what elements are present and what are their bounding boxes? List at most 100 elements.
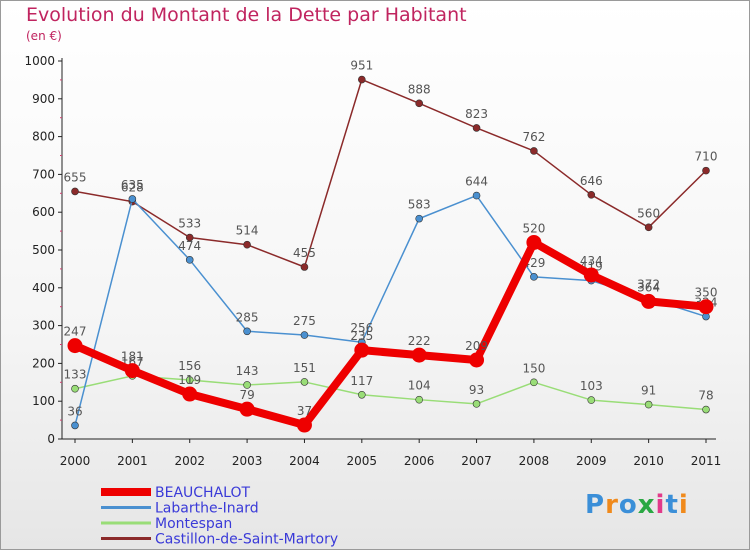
data-label: 78: [698, 389, 713, 403]
data-point: [644, 223, 653, 232]
data-point: [300, 331, 309, 339]
data-label: 37: [297, 404, 312, 418]
series-line: [74, 78, 707, 268]
data-point: [185, 233, 194, 242]
data-label: 644: [465, 175, 488, 189]
series-castillon-de-saint-martory: 655 628 533 514 455 951 888 823 762 646 560 710: [64, 59, 717, 271]
data-label: 275: [293, 314, 316, 328]
data-label: 474: [178, 239, 201, 253]
y-tick-label: 700: [32, 167, 55, 181]
legend-label: Castillon-de-Saint-Martory: [155, 532, 338, 548]
data-label: 628: [121, 181, 144, 195]
data-label: 364: [637, 280, 660, 294]
data-point: [530, 147, 538, 155]
data-label: 256: [350, 321, 373, 335]
data-point: [530, 378, 538, 387]
data-label: 151: [293, 361, 316, 375]
data-point: [185, 376, 194, 384]
y-tick-label: 1000: [24, 54, 55, 68]
data-label: 560: [637, 206, 660, 220]
data-label: 888: [408, 82, 431, 96]
x-tick-label: 2011: [691, 454, 722, 468]
data-point: [702, 405, 710, 414]
data-point: [128, 195, 137, 203]
y-tick-label: 0: [47, 432, 55, 446]
data-point: [71, 187, 79, 196]
data-point: [530, 273, 538, 281]
data-label: 520: [522, 221, 545, 235]
legend-swatch: [101, 506, 151, 509]
data-point: [243, 381, 251, 389]
y-tick-label: 300: [32, 319, 55, 333]
legend-swatch: [101, 521, 151, 525]
legend-swatch: [101, 537, 151, 540]
x-tick-label: 2000: [60, 454, 91, 468]
y-tick-label: 100: [32, 394, 55, 408]
data-point: [358, 390, 366, 399]
data-label: 36: [67, 404, 82, 418]
data-point: [182, 386, 198, 402]
data-point: [702, 166, 710, 175]
data-point: [71, 384, 79, 393]
series-line: [74, 194, 707, 427]
data-point: [698, 299, 714, 315]
data-label: 150: [522, 361, 545, 375]
series-line: [71, 238, 710, 430]
x-tick-label: 2001: [117, 454, 148, 468]
data-label: 635: [121, 178, 144, 192]
data-label: 209: [465, 339, 488, 353]
data-point: [641, 293, 657, 309]
chart-subtitle: (en €): [26, 29, 62, 43]
data-point: [243, 240, 251, 249]
data-point: [415, 99, 423, 108]
legend-label: BEAUCHALOT: [155, 485, 250, 501]
data-label: 583: [408, 198, 431, 212]
x-tick-label: 2006: [404, 454, 435, 468]
data-point: [415, 395, 423, 404]
y-tick-label: 200: [32, 356, 55, 370]
data-label: 372: [637, 277, 660, 291]
x-tick-label: 2004: [289, 454, 320, 468]
x-tick-label: 2002: [174, 454, 205, 468]
data-point: [526, 234, 542, 250]
x-tick-label: 2005: [347, 454, 378, 468]
data-point: [354, 342, 370, 358]
data-label: 222: [408, 334, 431, 348]
y-tick-label: 600: [32, 205, 55, 219]
data-label: 823: [465, 107, 488, 121]
x-tick-label: 2010: [633, 454, 664, 468]
data-label: 143: [236, 364, 259, 378]
data-label: 951: [350, 59, 373, 73]
data-label: 455: [293, 246, 316, 260]
data-point: [472, 400, 481, 408]
data-point: [587, 396, 596, 404]
y-tick-label: 900: [32, 92, 55, 106]
data-label: 103: [580, 379, 603, 393]
x-tick-label: 2003: [232, 454, 263, 468]
x-tick-label: 2008: [519, 454, 550, 468]
data-label: 646: [580, 174, 603, 188]
series-line: [74, 375, 707, 411]
data-point: [67, 338, 83, 354]
data-label: 762: [522, 130, 545, 144]
data-label: 434: [580, 254, 603, 268]
data-label: 514: [236, 224, 259, 238]
data-point: [472, 191, 481, 200]
data-label: 104: [408, 379, 431, 393]
data-label: 247: [64, 325, 87, 339]
data-point: [583, 267, 599, 283]
data-point: [587, 191, 596, 199]
legend-label: Montespan: [155, 516, 232, 532]
axes: 0 100 200 300 400 500 600 700 800 900 1000 2000 2001…: [24, 54, 721, 468]
data-label: 117: [350, 374, 373, 388]
y-tick-label: 400: [32, 281, 55, 295]
data-point: [243, 327, 251, 336]
data-label: 133: [64, 368, 87, 382]
data-point: [185, 256, 194, 264]
data-label: 156: [178, 359, 201, 373]
data-label: 655: [64, 170, 87, 184]
data-label: 119: [178, 373, 201, 387]
legend-swatch: [101, 488, 151, 496]
